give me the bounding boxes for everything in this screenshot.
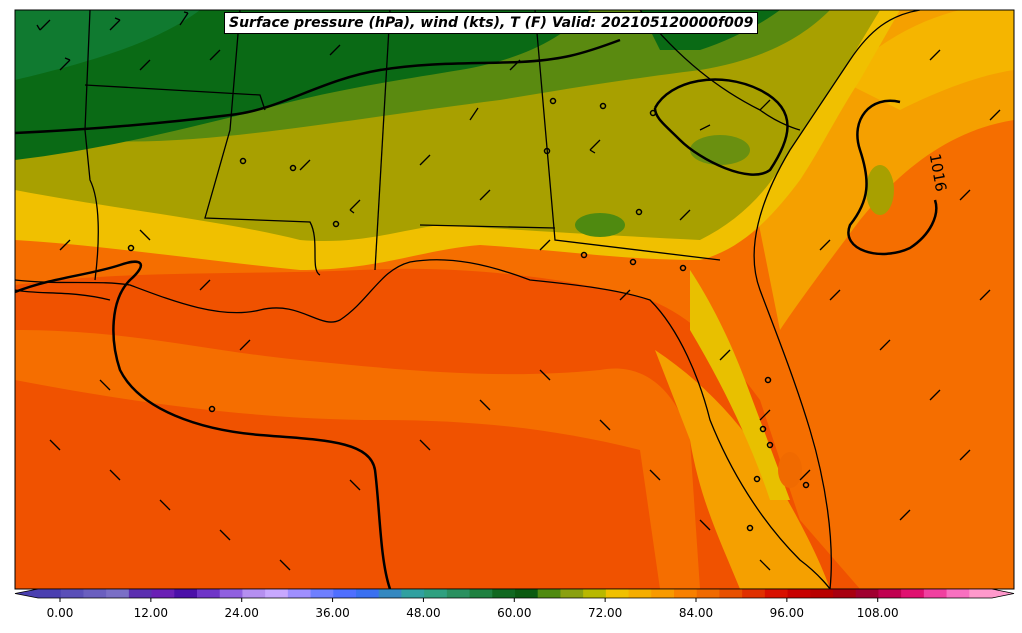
- colorbar-segment: [265, 589, 289, 598]
- colorbar-segment: [537, 589, 561, 598]
- colorbar-segment: [810, 589, 834, 598]
- colorbar-segment: [469, 589, 493, 598]
- colorbar: [14, 588, 1015, 602]
- colorbar-segment: [310, 589, 334, 598]
- colorbar-segment: [128, 589, 153, 598]
- station-circles: [127, 97, 810, 532]
- colorbar-segment: [787, 589, 811, 598]
- colorbar-tick-label: 24.00: [224, 606, 259, 620]
- colorbar-segment: [401, 589, 425, 598]
- colorbar-tick-label: 84.00: [678, 606, 714, 620]
- colorbar-tick-label: 36.00: [315, 606, 350, 620]
- colorbar-tick-label: 0.00: [46, 606, 74, 620]
- colorbar-segment: [946, 589, 970, 598]
- colorbar-outline: [14, 588, 1015, 599]
- colorbar-segment: [605, 589, 630, 598]
- colorbar-segment: [878, 589, 902, 598]
- colorbar-segment: [242, 589, 266, 598]
- colorbar-segment: [174, 589, 198, 598]
- colorbar-segment: [583, 589, 607, 598]
- colorbar-segment: [60, 589, 84, 598]
- colorbar-segment: [901, 589, 925, 598]
- colorbar-segment: [356, 589, 380, 598]
- colorbar-segment: [106, 589, 130, 598]
- colorbar-segment: [378, 589, 402, 598]
- colorbar-segment: [696, 589, 720, 598]
- colorbar-tick-label: 48.00: [406, 606, 441, 620]
- colorbar-segment: [855, 589, 879, 598]
- colorbar-segment: [197, 589, 221, 598]
- isobars: [15, 38, 938, 589]
- colorbar-segment: [515, 589, 539, 598]
- colorbar-tick-label: 12.00: [133, 606, 169, 620]
- colorbar-segment: [628, 589, 652, 598]
- colorbar-tick-label: 108.00: [856, 606, 899, 620]
- boundaries: [15, 10, 921, 589]
- colorbar-tick-label: 96.00: [769, 606, 805, 620]
- colorbar-segment: [446, 589, 471, 598]
- colorbar-segment: [969, 589, 993, 598]
- temperature-field: [15, 10, 1014, 589]
- colorbar-tick-label: 72.00: [587, 606, 623, 620]
- colorbar-segment: [333, 589, 357, 598]
- colorbar-segment: [923, 589, 948, 598]
- colorbar-segment: [151, 589, 175, 598]
- colorbar-segment: [492, 589, 516, 598]
- colorbar-segment: [287, 589, 312, 598]
- colorbar-segment: [560, 589, 584, 598]
- colorbar-segment: [83, 589, 107, 598]
- colorbar-segment: [742, 589, 766, 598]
- colorbar-segment: [674, 589, 698, 598]
- colorbar-segment: [219, 589, 243, 598]
- map-title: Surface pressure (hPa), wind (kts), T (F…: [224, 12, 759, 34]
- colorbar-segment: [719, 589, 743, 598]
- colorbar-segment: [833, 589, 857, 598]
- colorbar-segment: [651, 589, 675, 598]
- colorbar-extend-low: [15, 589, 38, 598]
- colorbar-extend-high: [992, 589, 1014, 598]
- colorbar-segment: [424, 589, 448, 598]
- colorbar-segment: [764, 589, 789, 598]
- colorbar-segment: [38, 589, 62, 598]
- colorbar-tick-label: 60.00: [497, 606, 532, 620]
